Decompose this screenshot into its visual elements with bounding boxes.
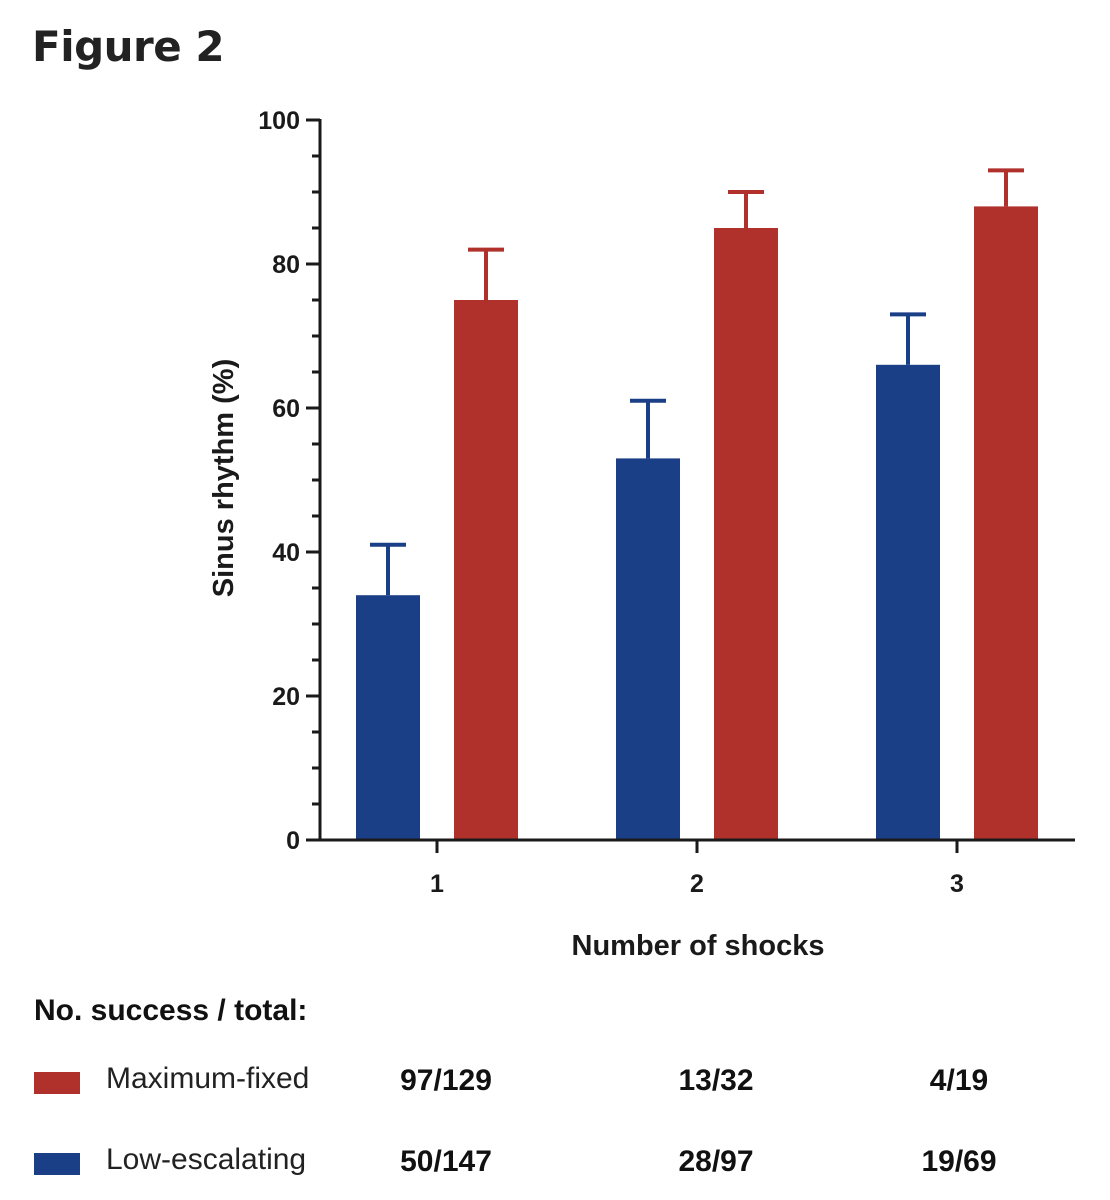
error-bar-low-escalating-2 — [630, 398, 666, 459]
error-bar-low-escalating-3 — [890, 312, 926, 365]
x-axis-title: Number of shocks — [572, 930, 825, 962]
bar-maximum-fixed-1 — [454, 300, 518, 840]
y-axis-title: Sinus rhythm (%) — [208, 359, 240, 597]
y-tick-label-0: 0 — [286, 827, 300, 855]
y-tick-label-80: 80 — [272, 251, 300, 279]
maximum-fixed-label: Maximum-fixed — [106, 1062, 310, 1095]
low-escalating-count-3: 19/69 — [921, 1145, 997, 1178]
y-tick-label-20: 20 — [272, 683, 300, 711]
bar-low-escalating-1 — [356, 595, 420, 840]
x-tick-label-1: 1 — [430, 870, 444, 898]
error-bar-maximum-fixed-2 — [728, 190, 764, 228]
maximum-fixed-count-1: 97/129 — [400, 1064, 492, 1097]
maximum-fixed-swatch — [34, 1072, 80, 1094]
bar-maximum-fixed-3 — [974, 206, 1038, 840]
low-escalating-count-2: 28/97 — [678, 1145, 754, 1178]
low-escalating-swatch — [34, 1153, 80, 1175]
maximum-fixed-count-2: 13/32 — [678, 1064, 754, 1097]
legend-row-maximum-fixed: Maximum-fixed 97/129 13/32 4/19 — [34, 1062, 1094, 1106]
maximum-fixed-count-3: 4/19 — [929, 1064, 989, 1097]
low-escalating-label: Low-escalating — [106, 1143, 307, 1176]
bar-low-escalating-2 — [616, 458, 680, 840]
error-bar-low-escalating-1 — [370, 542, 406, 596]
error-bar-maximum-fixed-3 — [988, 168, 1024, 207]
error-bar-maximum-fixed-1 — [468, 247, 504, 300]
low-escalating-count-1: 50/147 — [400, 1145, 492, 1178]
figure-title: Figure 2 — [32, 22, 225, 71]
legend-row-low-escalating: Low-escalating 50/147 28/97 19/69 — [34, 1143, 1094, 1187]
bar-low-escalating-3 — [876, 364, 940, 840]
y-tick-label-40: 40 — [272, 539, 300, 567]
y-tick-label-60: 60 — [272, 395, 300, 423]
x-tick-label-2: 2 — [690, 870, 704, 898]
bar-maximum-fixed-2 — [714, 228, 778, 840]
bar-chart: 0 20 40 60 80 100 1 2 3 Number of shocks Sinus rhy… — [208, 107, 1075, 962]
x-tick-label-3: 3 — [950, 870, 964, 898]
y-tick-label-100: 100 — [258, 107, 300, 135]
table-title: No. success / total: — [34, 994, 308, 1027]
